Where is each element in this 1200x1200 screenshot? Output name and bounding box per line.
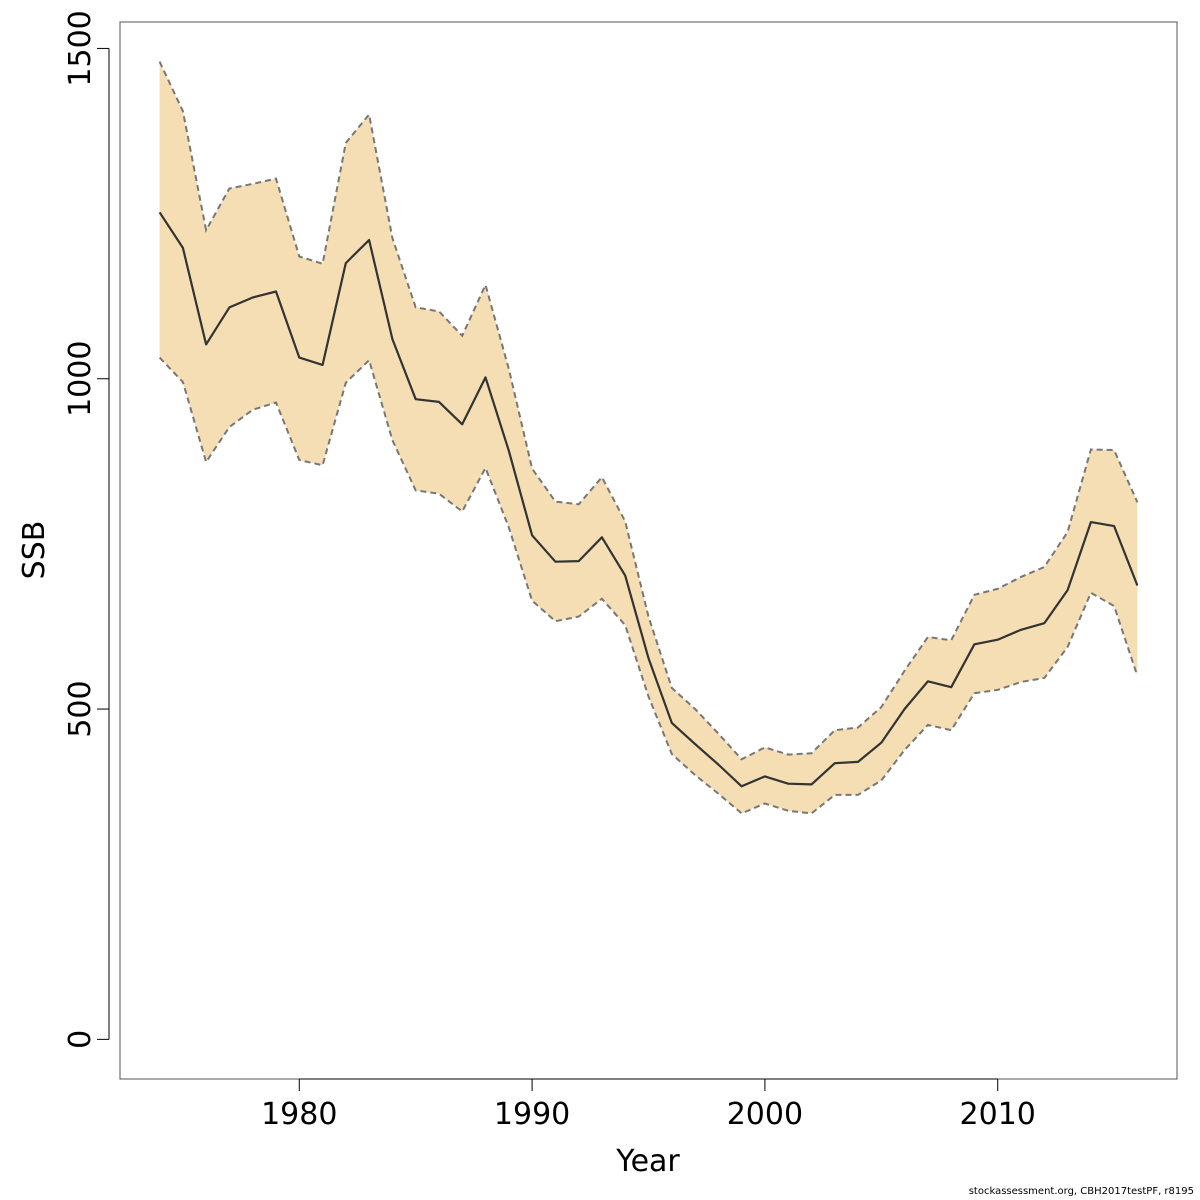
x-tick-label: 1990 xyxy=(494,1097,570,1132)
y-tick-label: 0 xyxy=(63,1030,98,1049)
series-line-layer xyxy=(158,61,1139,815)
x-axis: 1980 1990 2000 2010 xyxy=(261,1078,1036,1132)
lower-bound-line xyxy=(158,356,1139,815)
y-tick-label: 1000 xyxy=(63,341,98,417)
y-axis-title: SSB xyxy=(17,521,52,580)
x-tick-label: 2000 xyxy=(727,1097,803,1132)
ssb-estimate-line xyxy=(158,211,1139,788)
confidence-band xyxy=(159,61,1138,814)
upper-bound-line xyxy=(158,61,1139,761)
x-tick-label: 2010 xyxy=(960,1097,1036,1132)
credit-text: stockassessment.org, CBH2017testPF, r819… xyxy=(968,1186,1194,1197)
y-tick-label: 500 xyxy=(63,680,98,737)
confidence-band-layer xyxy=(159,61,1138,814)
plot-frame xyxy=(119,21,1178,1080)
y-axis: 0 500 1000 1500 xyxy=(63,10,110,1049)
y-tick-label: 1500 xyxy=(63,10,98,86)
x-axis-title: Year xyxy=(615,1144,680,1179)
x-tick-label: 1980 xyxy=(261,1097,337,1132)
